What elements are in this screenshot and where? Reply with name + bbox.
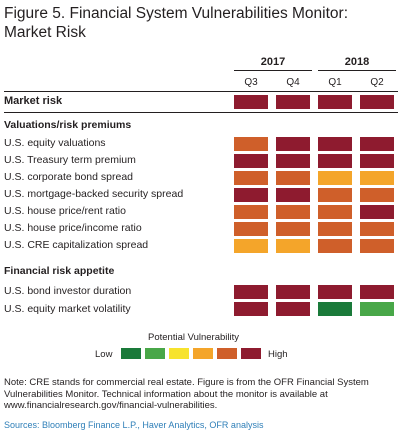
legend-swatch (217, 348, 237, 359)
heatmap-cell (360, 205, 394, 219)
row-label: U.S. house price/rent ratio (4, 205, 126, 217)
sources-line: Sources: Bloomberg Finance L.P., Haver A… (4, 420, 264, 430)
row-label: U.S. equity valuations (4, 137, 106, 149)
heatmap-cell (360, 222, 394, 236)
quarter-label: Q4 (286, 77, 300, 88)
heatmap-cell (276, 285, 310, 299)
year-underline-2017 (234, 70, 312, 71)
legend-title: Potential Vulnerability (148, 332, 240, 343)
year-underline-2018 (318, 70, 396, 71)
heatmap-cell (360, 154, 394, 168)
heatmap-cell (276, 239, 310, 253)
heatmap-cell (276, 205, 310, 219)
row-label: U.S. bond investor duration (4, 285, 132, 297)
heatmap-cell (360, 137, 394, 151)
heatmap-cell (276, 154, 310, 168)
heatmap-cell (360, 302, 394, 316)
row-label: U.S. mortgage-backed security spread (4, 188, 184, 200)
footnote: Note: CRE stands for commercial real est… (4, 377, 369, 411)
market-risk-cell (318, 95, 352, 109)
heatmap-cell (276, 137, 310, 151)
legend-swatch (241, 348, 261, 359)
legend-low-label: Low (95, 349, 113, 360)
heatmap-cell (360, 171, 394, 185)
heatmap-cell (276, 302, 310, 316)
figure-title: Figure 5. Financial System Vulnerabiliti… (4, 4, 348, 42)
row-label: U.S. house price/income ratio (4, 222, 142, 234)
quarter-label: Q2 (370, 77, 384, 88)
heatmap-cell (318, 205, 352, 219)
row-label: U.S. equity market volatility (4, 303, 131, 315)
row-label: U.S. corporate bond spread (4, 171, 133, 183)
heatmap-cell (234, 285, 268, 299)
heatmap-cell (234, 302, 268, 316)
year-label-2017: 2017 (260, 56, 286, 68)
heatmap-cell (234, 171, 268, 185)
heatmap-cell (276, 171, 310, 185)
legend-swatch (145, 348, 165, 359)
heatmap-cell (318, 239, 352, 253)
heatmap-cell (276, 222, 310, 236)
market-risk-cell (234, 95, 268, 109)
heatmap-cell (360, 239, 394, 253)
market-risk-cell (360, 95, 394, 109)
heatmap-cell (318, 188, 352, 202)
row-label: U.S. Treasury term premium (4, 154, 136, 166)
figure-title-line1: Figure 5. Financial System Vulnerabiliti… (4, 5, 349, 22)
heatmap-cell (234, 188, 268, 202)
section-label-risk-appetite: Financial risk appetite (4, 265, 115, 277)
legend-swatch (169, 348, 189, 359)
heatmap-cell (318, 171, 352, 185)
heatmap-cell (234, 239, 268, 253)
heatmap-cell (234, 205, 268, 219)
market-risk-cell (276, 95, 310, 109)
main-row-rule (4, 112, 398, 113)
heatmap-cell (234, 137, 268, 151)
heatmap-cell (234, 222, 268, 236)
figure-title-line2: Market Risk (4, 24, 86, 41)
heatmap-cell (318, 154, 352, 168)
quarter-label: Q1 (328, 77, 342, 88)
heatmap-cell (276, 188, 310, 202)
legend-swatch (121, 348, 141, 359)
quarter-label: Q3 (244, 77, 258, 88)
row-label: U.S. CRE capitalization spread (4, 239, 149, 251)
heatmap-cell (360, 188, 394, 202)
legend-high-label: High (268, 349, 288, 360)
heatmap-cell (318, 285, 352, 299)
year-label-2018: 2018 (344, 56, 370, 68)
heatmap-cell (318, 222, 352, 236)
heatmap-cell (318, 302, 352, 316)
row-label-market-risk: Market risk (4, 95, 63, 107)
section-label-valuations: Valuations/risk premiums (4, 119, 132, 131)
heatmap-cell (318, 137, 352, 151)
heatmap-cell (234, 154, 268, 168)
header-rule (4, 91, 398, 92)
heatmap-cell (360, 285, 394, 299)
legend-swatch (193, 348, 213, 359)
